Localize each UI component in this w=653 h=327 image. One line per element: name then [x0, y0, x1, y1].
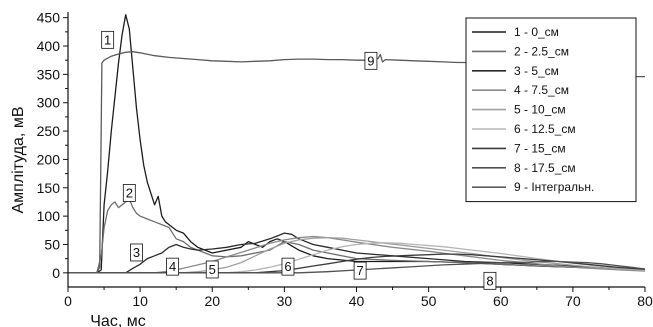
- annotation-label-3: 3: [133, 245, 140, 260]
- legend-entry: 6 - 12.5_см: [514, 122, 576, 136]
- annotation-box-3: [130, 243, 143, 262]
- x-axis-title: Час, мс: [90, 313, 145, 327]
- x-tick-label: 10: [132, 293, 148, 309]
- legend-entry: 2 - 2.5_см: [514, 44, 569, 58]
- annotation-label-2: 2: [126, 185, 133, 200]
- annotation-label-5: 5: [209, 262, 216, 277]
- annotation-box-5: [205, 260, 219, 279]
- annotation-label-1: 1: [104, 32, 111, 47]
- annotation-box-6: [281, 257, 295, 276]
- annotation-label-7: 7: [356, 263, 363, 278]
- annotation-box-1: [101, 30, 115, 49]
- annotation-box-2: [122, 184, 136, 202]
- x-tick-label: 80: [637, 293, 653, 309]
- x-tick-label: 40: [349, 293, 365, 309]
- y-tick-label: 150: [37, 180, 61, 196]
- x-tick-label: 70: [565, 293, 581, 309]
- legend-entry: 4 - 7.5_см: [514, 83, 569, 97]
- series-line-7: [68, 253, 645, 274]
- series-line-6: [68, 242, 645, 274]
- axes: 0 10 20 30 40 50 60 70 80 0 50 100 150 200 250 300 350 40…: [37, 10, 653, 309]
- series-line-1: [68, 14, 645, 274]
- annotation-label-4: 4: [169, 259, 176, 274]
- legend-entry: 5 - 10_см: [514, 103, 566, 117]
- series-line-4: [68, 235, 645, 274]
- y-tick-label: 200: [37, 151, 61, 167]
- y-tick-label: 350: [37, 66, 61, 82]
- series-line-2: [68, 198, 645, 274]
- x-tick-label: 0: [64, 293, 72, 309]
- x-tick-label: 20: [204, 293, 220, 309]
- x-tick-label: 50: [421, 293, 437, 309]
- y-tick-label: 100: [37, 208, 61, 224]
- annotation-box-7: [353, 261, 367, 280]
- legend-entry: 7 - 15_см: [514, 141, 566, 155]
- legend-entry: 9 - Інтегральн.: [514, 180, 594, 194]
- y-tick-label: 300: [37, 95, 61, 111]
- y-tick-label: 50: [44, 236, 60, 252]
- series-line-8: [68, 260, 645, 274]
- annotation-box-8: [483, 271, 497, 290]
- y-tick-label: 400: [37, 38, 61, 54]
- y-tick-label: 450: [37, 10, 61, 26]
- y-tick-label: 250: [37, 123, 61, 139]
- legend-entry: 3 - 5_см: [514, 64, 559, 78]
- x-tick-label: 30: [277, 293, 293, 309]
- legend-entry: 8 - 17.5_см: [514, 161, 576, 175]
- x-tick-label: 60: [493, 293, 509, 309]
- annotation-label-6: 6: [284, 259, 291, 274]
- annotation-box-4: [166, 257, 179, 276]
- legend: 1 - 0_см 2 - 2.5_см 3 - 5_см 4 - 7.5_см 5 - …: [465, 17, 637, 203]
- legend-entry: 1 - 0_см: [514, 25, 559, 39]
- annotation-label-9: 9: [367, 53, 374, 68]
- y-tick-label: 0: [52, 265, 60, 281]
- y-axis-title: Амплітуда, мВ: [10, 107, 27, 214]
- series-line-3: [68, 232, 645, 274]
- annotation-box-9: [364, 51, 378, 70]
- annotation-label-8: 8: [486, 273, 493, 288]
